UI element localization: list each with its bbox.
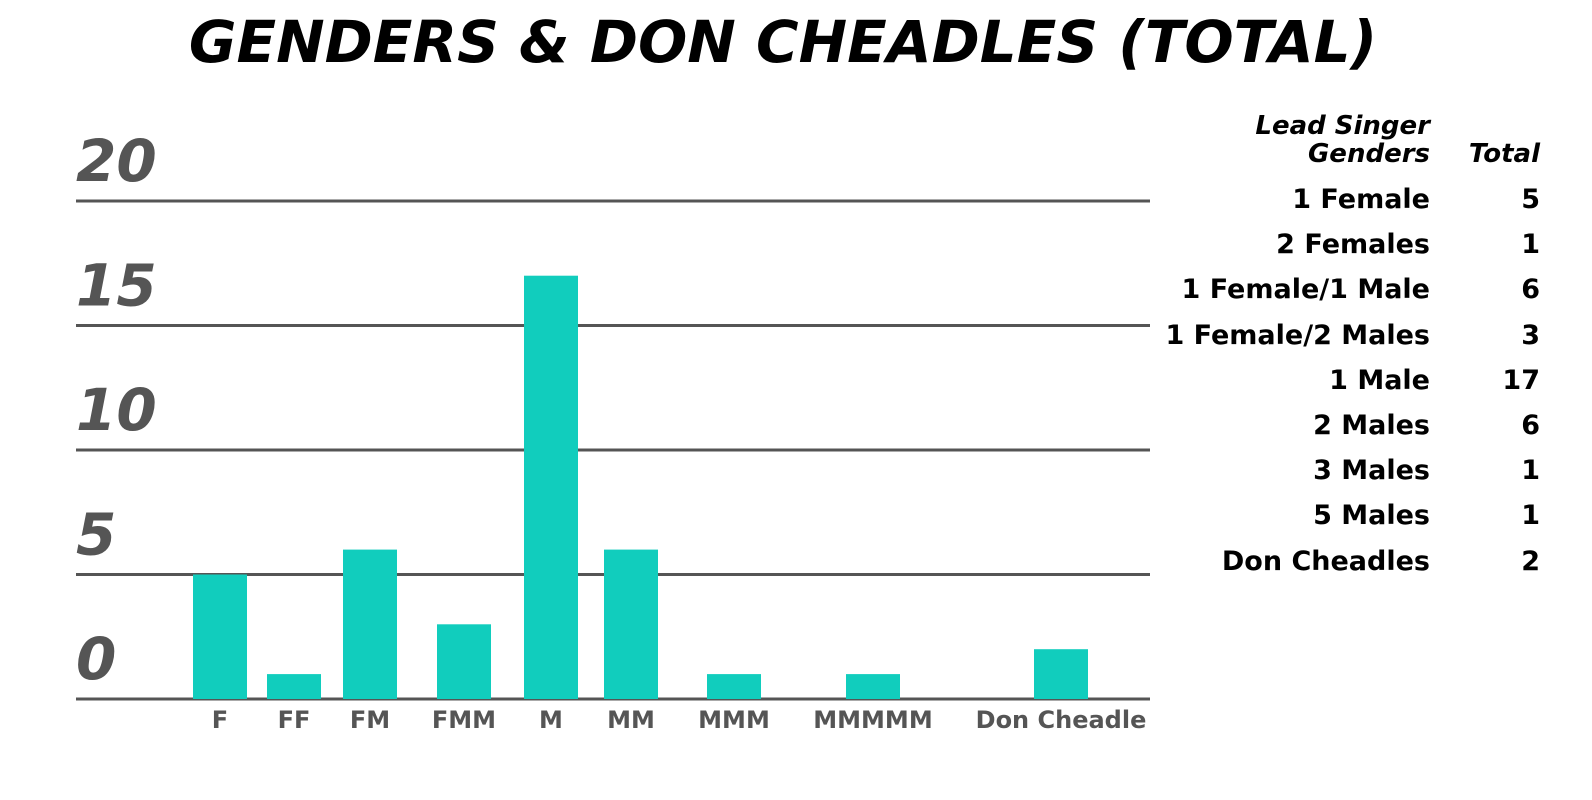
table-cell: 6 <box>1521 410 1540 441</box>
chart-title: GENDERS & DON CHEADLES (TOTAL) <box>189 8 1377 76</box>
y-tick-label: 20 <box>76 127 157 195</box>
bar <box>524 275 578 699</box>
y-tick-label: 10 <box>76 376 157 444</box>
table-cell: 17 <box>1502 364 1540 396</box>
x-tick-label: F <box>212 706 228 734</box>
x-tick-label: FF <box>278 706 311 734</box>
bar <box>343 549 397 699</box>
x-tick-label: FM <box>350 706 390 734</box>
x-tick-label: Don Cheadle <box>976 706 1147 734</box>
y-tick-label: 5 <box>76 501 116 569</box>
table-cell: 3 <box>1521 319 1540 351</box>
table-cell: 1 Female <box>1292 184 1430 215</box>
table-cell: 6 <box>1521 274 1540 306</box>
table-cell: Don Cheadles <box>1221 545 1430 577</box>
table-cell: 1 <box>1521 229 1540 261</box>
table-cell: 2 <box>1521 545 1540 577</box>
table-cell: 3 Males <box>1313 455 1430 487</box>
x-tick-label: M <box>539 706 563 734</box>
x-tick-label: MMM <box>698 706 770 734</box>
table-cell: 1 <box>1521 455 1540 487</box>
table-header: Total <box>1468 139 1540 169</box>
bar <box>707 674 761 699</box>
table-cell: 5 Males <box>1313 500 1430 532</box>
table-cell: 2 Females <box>1276 229 1430 261</box>
x-tick-label: FMM <box>432 706 496 734</box>
bar <box>267 674 321 699</box>
table-cell: 1 Female/2 Males <box>1165 319 1430 351</box>
y-tick-label: 0 <box>76 625 116 693</box>
bar <box>604 549 658 699</box>
bar <box>1034 649 1088 699</box>
table-cell: 1 <box>1521 500 1540 532</box>
table-cell: 5 <box>1521 184 1540 215</box>
table-cell: 1 Female/1 Male <box>1181 274 1430 306</box>
bar <box>193 574 247 699</box>
x-tick-label: MM <box>607 706 655 734</box>
table-header: Lead Singer Genders <box>1255 111 1430 169</box>
table-cell: 1 Male <box>1329 364 1430 396</box>
bar <box>846 674 900 699</box>
title-area: GENDERS & DON CHEADLES (TOTAL) <box>189 8 1377 76</box>
table-cell: 2 Males <box>1313 410 1430 441</box>
y-tick-label: 15 <box>76 252 157 320</box>
bar <box>437 624 491 699</box>
x-tick-label: MMMMM <box>813 706 932 734</box>
